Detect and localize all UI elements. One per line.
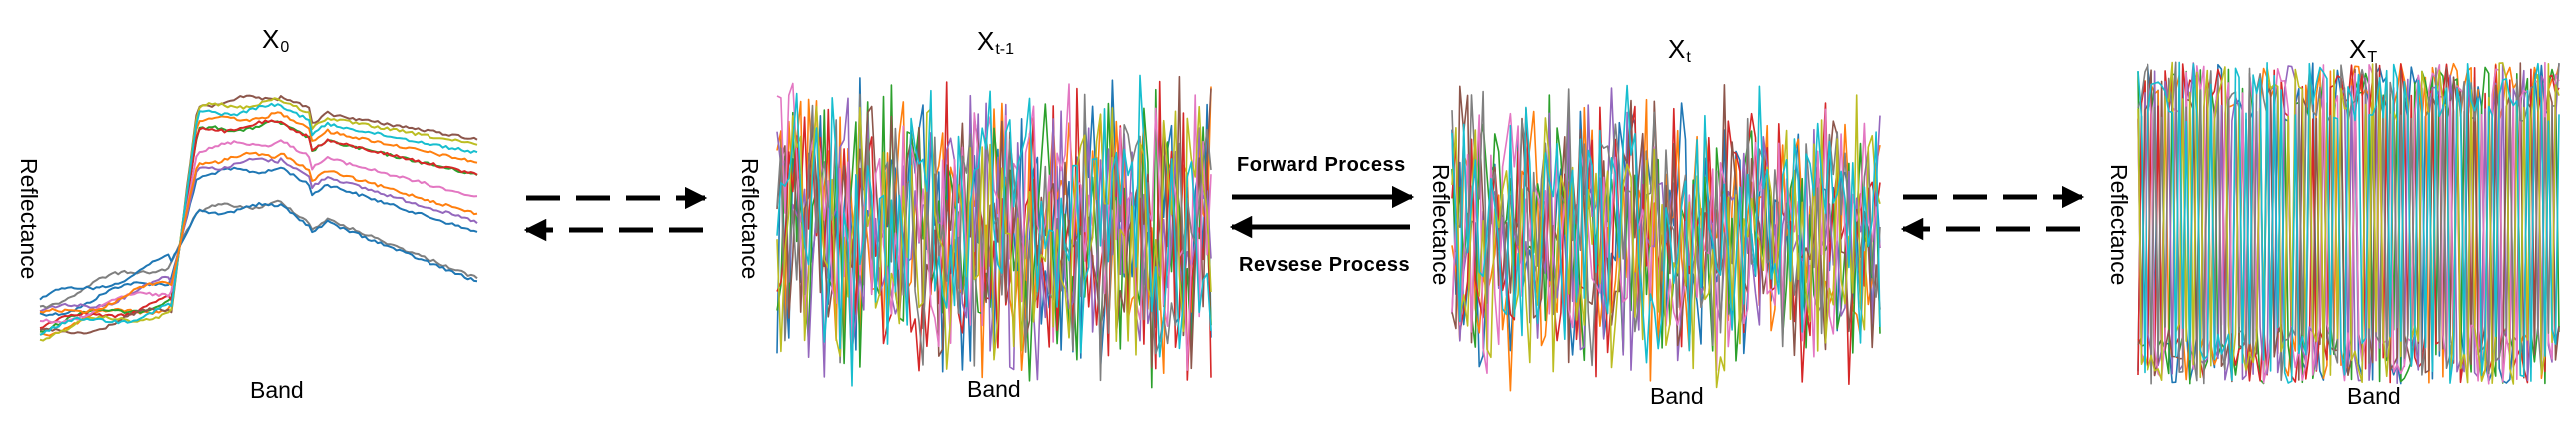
panel-xt-1: Xt-1 Band Reflectance [699,0,1239,424]
spectral-curve [39,199,478,309]
x-axis-label-x0: Band [250,377,304,403]
spectral-curve [39,102,478,336]
noise-curve [776,94,1212,381]
noise-curve [776,82,1212,371]
spectral-curve [39,119,478,333]
noisy-curves-xt-1 [776,74,1212,389]
panel-xt: Xt Band Reflectance [1408,0,1898,424]
spectral-curve [39,119,478,330]
spectral-curve [39,94,478,335]
noise-curves-xT [2137,61,2560,385]
noisy-curves-xt [1451,84,1881,392]
panel-title-x0: X0 [262,24,290,56]
noise-curve [1451,84,1881,364]
spectral-curve [39,166,478,317]
spectral-curve [39,201,478,301]
panel-x0: X0 Band Reflectance [0,0,499,424]
panel-title-xt: Xt [1668,34,1691,66]
x-axis-label-xt-1: Band [967,376,1021,402]
x-axis-label-xt: Band [1650,383,1704,409]
panel-title-xT: XT [2349,34,2378,66]
noise-curve [776,74,1212,387]
spectral-curve [39,139,478,324]
reverse-process-label: Revsese Process [1239,254,1411,276]
spectral-curve [39,151,478,315]
forward-process-label: Forward Process [1237,154,1406,176]
noise-curve [1451,88,1881,367]
spectral-curves-x0 [39,94,478,342]
noise-curve [1451,84,1881,364]
x-axis-label-xT: Band [2347,383,2401,409]
noise-curve [2137,61,2560,384]
panel-xT: XT Band Reflectance [2098,0,2576,424]
panel-title-xt-1: Xt-1 [977,26,1015,58]
